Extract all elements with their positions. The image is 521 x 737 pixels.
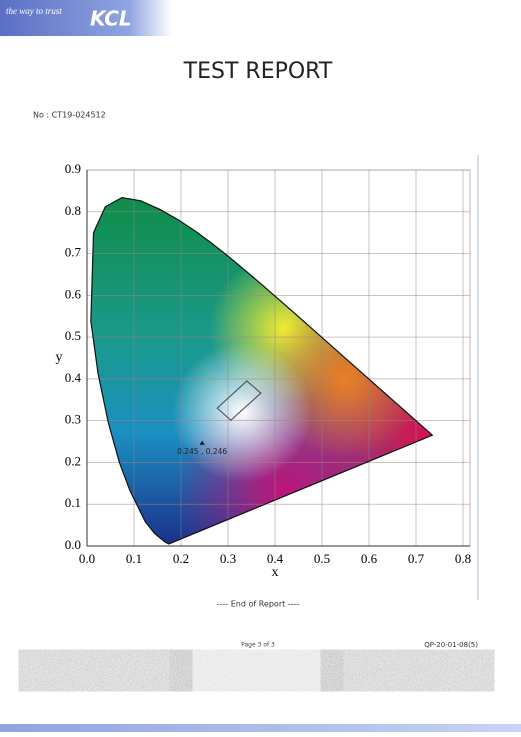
x-tick-label: 0.8 <box>455 551 471 566</box>
security-pattern <box>334 652 481 689</box>
tagline: the way to trust <box>6 6 62 16</box>
x-tick-label: 0.5 <box>314 551 330 566</box>
form-number: QP-20-01-08(5) <box>424 641 478 649</box>
y-tick-label: 0.4 <box>65 370 82 385</box>
security-strips <box>32 652 481 689</box>
y-tick-label: 0.0 <box>65 537 81 552</box>
page-number: Page 3 of 3 <box>241 642 275 649</box>
tolerance-region <box>216 380 262 421</box>
data-point <box>199 440 205 445</box>
y-axis-label: y <box>56 350 63 365</box>
y-tick-label: 0.5 <box>65 328 81 343</box>
report-title: TEST REPORT <box>183 59 333 84</box>
footer-strip <box>0 724 521 732</box>
x-tick-label: 0.6 <box>361 551 378 566</box>
data-label: 0.245 , 0.246 <box>177 447 227 456</box>
y-tick-label: 0.2 <box>65 453 81 468</box>
x-axis-label: x <box>272 565 279 580</box>
report-number: No : CT19-024512 <box>33 111 106 120</box>
x-tick-label: 0.2 <box>173 551 189 566</box>
security-pattern <box>32 652 179 689</box>
x-tick-label: 0.7 <box>408 551 425 566</box>
y-tick-label: 0.1 <box>65 495 81 510</box>
y-tick-label: 0.9 <box>65 161 81 176</box>
x-tick-label: 0.3 <box>220 551 236 566</box>
logo: KCL <box>90 7 132 31</box>
header-banner <box>0 0 172 36</box>
chart: 0.0 0.1 0.2 0.3 0.4 0.5 0.6 0.7 0.8 0.0 0.1 0.2 0.3 0… <box>56 161 472 580</box>
y-tick-label: 0.8 <box>65 203 81 218</box>
end-of-report: ---- End of Report ---- <box>217 600 300 609</box>
spectral-locus <box>90 197 434 545</box>
security-pattern <box>183 652 330 689</box>
x-tick-label: 0.4 <box>267 551 284 566</box>
y-tick-label: 0.7 <box>65 245 82 260</box>
y-tick-label: 0.6 <box>65 286 82 301</box>
x-tick-label: 0.1 <box>126 551 142 566</box>
y-tick-label: 0.3 <box>65 412 81 427</box>
x-tick-label: 0.0 <box>79 551 95 566</box>
